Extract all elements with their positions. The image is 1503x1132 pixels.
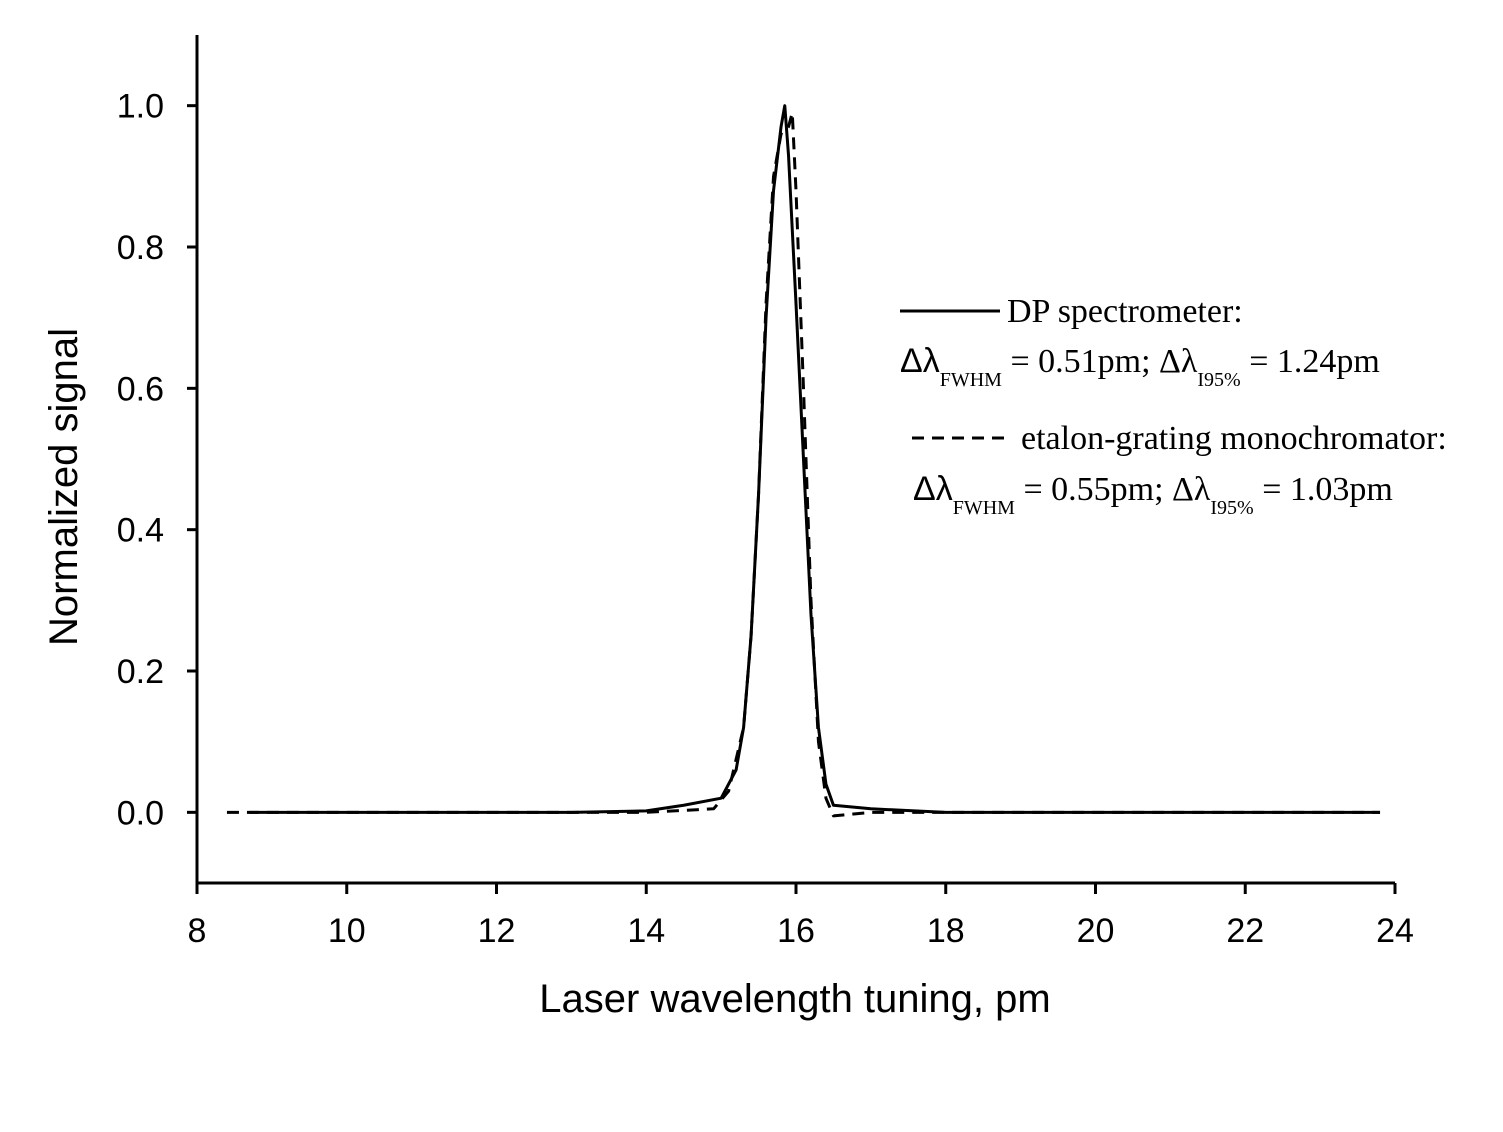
y-tick-label: 0.2 [117,653,164,691]
x-tick-label: 20 [1077,912,1115,950]
y-tick-label: 0.4 [117,512,164,550]
x-tick-label: 12 [478,912,516,950]
y-tick-label: 0.6 [117,370,164,408]
legend-label: etalon-grating monochromator: [1021,420,1447,457]
annotation-text: = 1.03pm [1254,471,1393,508]
x-tick-label: 22 [1226,912,1264,950]
x-tick-label: 14 [627,912,665,950]
y-tick-label: 1.0 [117,88,164,126]
y-tick-label: 0.0 [117,794,164,832]
annotation-subscript: FWHM [940,369,1002,391]
series-line [249,104,1381,814]
y-tick-label: 0.8 [117,229,164,267]
annotation: ΔλFWHM = 0.55pm; ΔλI95% = 1.03pm [913,470,1393,519]
annotation-subscript: I95% [1210,497,1253,519]
annotation: ΔλFWHM = 0.51pm; ΔλI95% = 1.24pm [900,342,1380,391]
x-axis-title: Laser wavelength tuning, pm [539,977,1050,1021]
x-tick-label: 8 [188,912,207,950]
series-line [226,111,1381,818]
annotation-subscript: I95% [1197,369,1240,391]
x-tick-label: 24 [1376,912,1414,950]
x-tick-label: 18 [927,912,965,950]
x-tick-label: 16 [777,912,815,950]
x-tick-label: 10 [328,912,366,950]
legend-label: DP spectrometer: [1007,293,1243,330]
annotation-subscript: FWHM [953,497,1015,519]
annotation-text: = 0.55pm; Δλ [1015,471,1211,508]
annotation-text: Δλ [913,470,953,508]
annotation-text: Δλ [900,342,940,380]
y-axis-title: Normalized signal [42,328,86,646]
annotation-text: = 0.51pm; Δλ [1002,343,1198,380]
annotation-text: = 1.24pm [1241,343,1380,380]
